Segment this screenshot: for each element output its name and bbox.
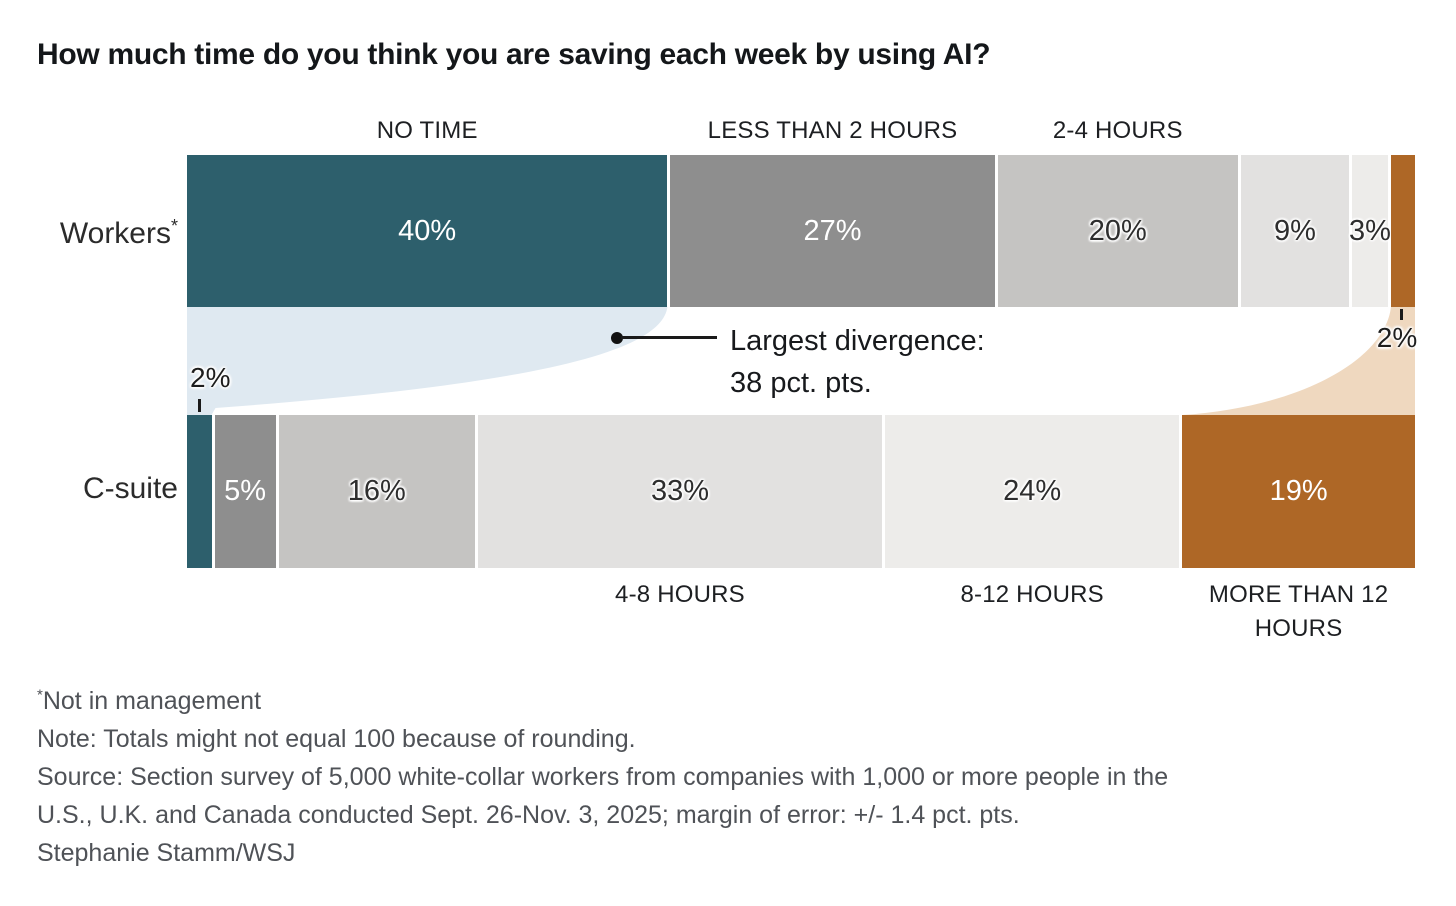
footnote-source-line1: Source: Section survey of 5,000 white-co… [37, 763, 1169, 791]
category-label-1: LESS THAN 2 HOURS [707, 117, 958, 144]
segment-value-label: 9% [1273, 214, 1316, 247]
footnote-note: Note: Totals might not equal 100 because… [37, 725, 636, 753]
category-label-5: MORE THAN 12 HOURS [1208, 581, 1389, 642]
footnote-marker: * [170, 216, 178, 236]
flow-no-time [187, 307, 668, 415]
bar-segment-csuite-2: 16% [278, 415, 475, 568]
segment-value-label: 16% [347, 475, 406, 507]
row-label-workers: Workers* [0, 216, 178, 252]
bar-segment-csuite-5: 19% [1182, 415, 1415, 568]
annotation-dot [611, 332, 623, 344]
segment-value-label: 24% [1003, 475, 1062, 507]
segment-value-label: 40% [398, 214, 457, 247]
segment-value-label: 27% [803, 214, 862, 247]
segment-value-label: 33% [650, 475, 709, 507]
footnote-source-line2: U.S., U.K. and Canada conducted Sept. 26… [37, 801, 1020, 829]
workers-small-value-label: 2% [1376, 322, 1418, 353]
category-label-3: 4-8 HOURS [615, 581, 745, 608]
segment-value-label: 20% [1088, 214, 1147, 247]
csuite-small-value-tick [198, 399, 202, 412]
footnote-credit: Stephanie Stamm/WSJ [37, 839, 296, 867]
bar-segment-csuite-1: 5% [214, 415, 276, 568]
annotation-line2: 38 pct. pts. [730, 367, 872, 399]
flow-ribbons [187, 307, 1415, 415]
segment-value-label: 5% [224, 475, 267, 507]
annotation-text: Largest divergence: 38 pct. pts. [730, 320, 985, 404]
csuite-small-value-label: 2% [190, 362, 231, 393]
category-label-2: 2-4 HOURS [1052, 117, 1183, 144]
workers-stacked-bar: 40% 27% 20% 9% 3% [187, 155, 1415, 307]
workers-small-value-tick [1399, 309, 1403, 320]
row-label-csuite-text: C-suite [82, 472, 178, 505]
annotation-line1: Largest divergence: [730, 325, 985, 357]
bar-segment-workers-2: 20% [997, 155, 1238, 307]
footnote-asterisk-sup: * [37, 686, 43, 704]
chart-title: How much time do you think you are savin… [37, 38, 991, 71]
row-label-workers-text: Workers [59, 217, 171, 250]
bar-segment-workers-1: 27% [670, 155, 995, 307]
bar-segment-workers-4: 3% [1348, 155, 1391, 307]
bar-segment-csuite-0 [187, 415, 212, 568]
footnote-asterisk-text: Not in management [42, 687, 262, 715]
segment-value-label: 3% [1348, 214, 1391, 247]
category-label-4: 8-12 HOURS [960, 581, 1104, 608]
footnotes: *Not in management Note: Totals might no… [37, 682, 1168, 872]
bar-segment-workers-0: 40% [187, 155, 668, 307]
bar-segment-workers-3: 9% [1240, 155, 1349, 307]
row-label-csuite: C-suite [0, 471, 178, 507]
annotation-leader-line [621, 336, 717, 339]
bar-segment-csuite-4: 24% [885, 415, 1180, 568]
footnote-asterisk: *Not in management [37, 682, 1168, 720]
csuite-stacked-bar: 5% 16% 33% 24% 19% [187, 415, 1415, 568]
flow-more-than-12 [1182, 307, 1415, 415]
segment-value-label: 19% [1269, 475, 1328, 507]
bar-segment-workers-5 [1390, 155, 1415, 307]
bar-segment-csuite-3: 33% [477, 415, 883, 568]
category-label-0: NO TIME [376, 117, 478, 144]
